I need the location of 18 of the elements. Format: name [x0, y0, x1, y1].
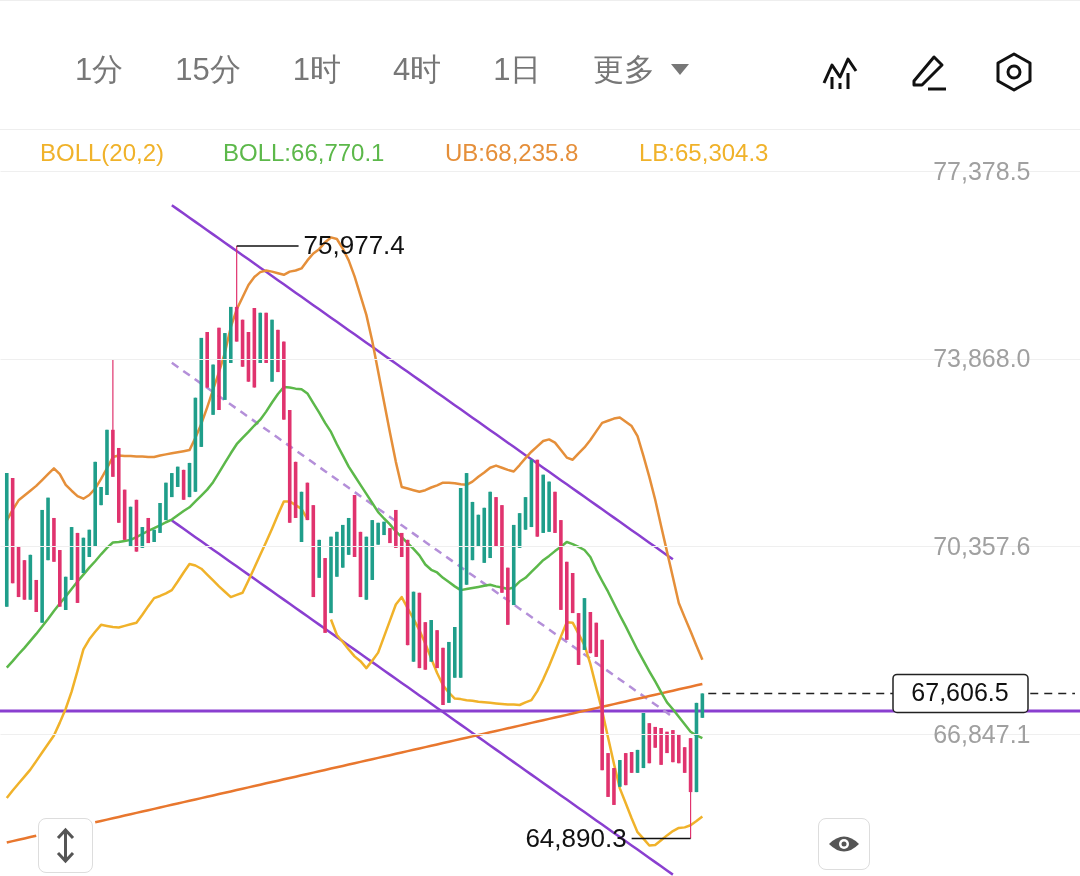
text: UB:68,235.8: [445, 139, 579, 166]
text: BOLL:66,770.1: [223, 139, 385, 166]
y-tick-label: 70,357.6: [933, 531, 1031, 560]
text: 更多: [593, 51, 656, 89]
y-tick-label: 73,868.0: [933, 344, 1031, 373]
line-series: [170, 203, 675, 561]
annotation: 64,890.3: [525, 822, 627, 853]
text: 1日: [493, 51, 542, 89]
text: 4时: [392, 51, 442, 89]
y-tick-label: 77,378.5: [933, 156, 1031, 185]
legend-title: BOLL(20,2): [40, 139, 165, 166]
text: 15分: [175, 51, 241, 89]
text: LB:65,304.3: [639, 139, 769, 166]
text: 1时: [292, 51, 341, 89]
text: 1分: [75, 51, 124, 89]
ref-line-label: 67,606.5: [911, 678, 1009, 707]
y-tick-label: 66,847.1: [933, 719, 1031, 748]
line-series: [5, 385, 704, 740]
